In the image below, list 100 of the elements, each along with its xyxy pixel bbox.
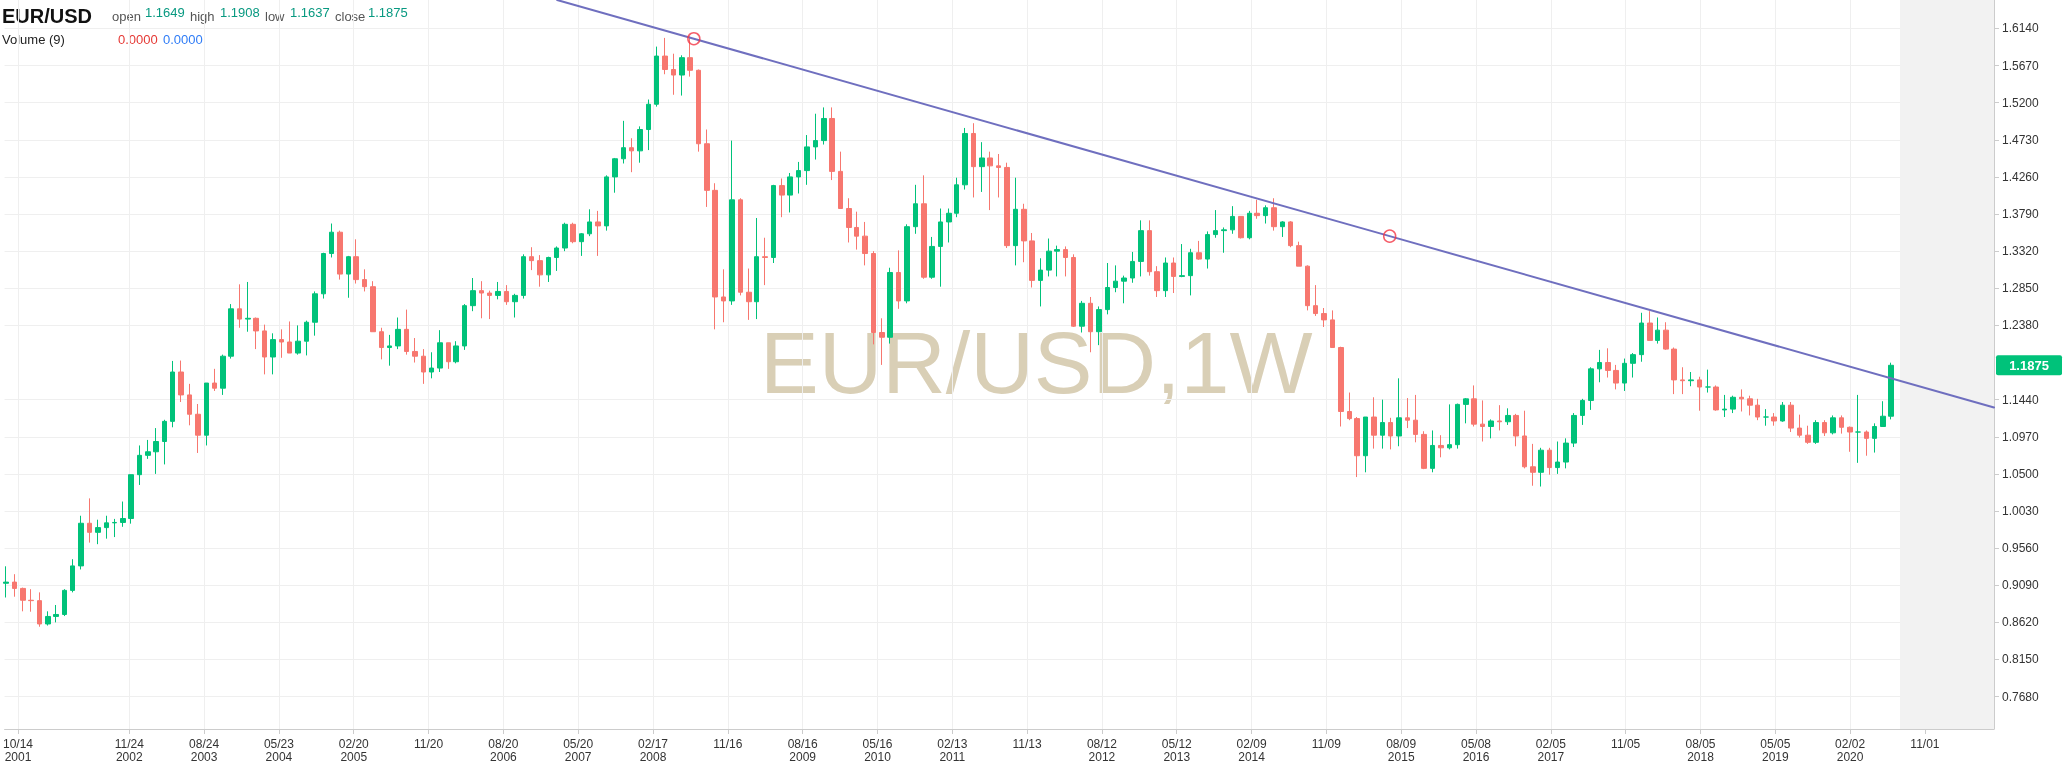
x-tick-label: 11/05	[1611, 736, 1641, 751]
candlestick	[1213, 209, 1218, 239]
candlestick	[1113, 264, 1118, 293]
candlestick	[1605, 347, 1611, 379]
candlestick	[962, 127, 968, 191]
candlestick	[304, 320, 309, 356]
candlestick	[170, 360, 175, 428]
candlestick	[1647, 310, 1653, 341]
x-tick-label: 11/13	[1012, 736, 1042, 751]
candlestick	[579, 232, 584, 257]
x-tick-label: 05/23 2004	[263, 736, 295, 763]
candlestick	[504, 284, 509, 306]
annotation: close	[335, 9, 366, 24]
candlestick	[145, 439, 151, 460]
candlestick	[1063, 245, 1068, 277]
candlestick	[1138, 219, 1144, 277]
candlestick	[521, 253, 526, 300]
candlestick	[1388, 417, 1393, 450]
x-tick-label: 08/16 2009	[787, 736, 818, 763]
candlestick	[637, 125, 643, 164]
x-tick-label: 05/05 2019	[1760, 736, 1791, 763]
candlestick	[1130, 251, 1135, 284]
candlestick	[1163, 256, 1168, 298]
candlestick	[929, 236, 935, 280]
x-tick-label: 02/05 2017	[1535, 736, 1567, 763]
candlestick	[754, 217, 759, 320]
candlestick	[1872, 422, 1877, 454]
candlestick	[746, 268, 752, 321]
candlestick	[1230, 205, 1235, 235]
candlestick	[846, 197, 852, 243]
candlestick	[570, 222, 576, 244]
candlestick	[178, 360, 184, 403]
candlestick	[1305, 264, 1310, 311]
candlestick	[421, 348, 426, 385]
candlestick	[1321, 307, 1327, 328]
candlestick	[1430, 429, 1435, 473]
candlestick	[979, 141, 985, 193]
candlestick	[896, 249, 901, 310]
x-tick-label: 08/09 2015	[1386, 736, 1417, 763]
candlestick	[295, 324, 301, 356]
candlestick	[1054, 245, 1060, 277]
candlestick	[1038, 257, 1043, 307]
candlestick	[1797, 414, 1802, 439]
candlestick	[671, 53, 676, 96]
candlestick	[1771, 412, 1777, 427]
candlestick	[262, 324, 267, 375]
candlestick	[329, 223, 334, 258]
candlestick	[971, 122, 976, 198]
candlestick	[913, 184, 918, 235]
annotation: EUR/USD,1W	[760, 312, 1313, 412]
candlestick	[53, 604, 59, 623]
candlestick	[1505, 407, 1511, 426]
candlestick	[1613, 364, 1619, 390]
candlestick	[1780, 401, 1785, 423]
candlestick	[1588, 366, 1594, 411]
y-tick-label: 1.2850	[2002, 281, 2040, 296]
candlestick	[546, 256, 551, 283]
candlestick	[996, 153, 1001, 198]
annotation: 1.1875	[2009, 357, 2049, 373]
y-tick-label: 0.7680	[2002, 689, 2040, 704]
candlestick	[1029, 232, 1035, 288]
y-tick-label: 0.9090	[2002, 578, 2040, 593]
y-tick-label: 1.0970	[2002, 429, 2040, 444]
candlestick	[1447, 403, 1452, 450]
candlestick	[1497, 404, 1502, 431]
candlestick	[629, 137, 634, 173]
candlestick	[1571, 412, 1577, 448]
x-tick-label: 10/14 2001	[3, 736, 34, 763]
candlestick	[346, 255, 351, 299]
candlestick	[1147, 219, 1152, 277]
candlestick	[679, 54, 685, 97]
y-tick-label: 0.8150	[2002, 652, 2040, 667]
annotation: 0.0000	[118, 32, 158, 47]
candlestick	[1263, 204, 1268, 225]
candlestick	[721, 268, 726, 323]
annotation: 1.1649	[145, 5, 185, 20]
candlestick	[1655, 317, 1660, 345]
annotation: 1.1875	[368, 5, 408, 20]
x-tick-label: 02/13 2011	[937, 736, 968, 763]
candlestick	[387, 334, 392, 367]
x-tick-label: 05/12 2013	[1161, 736, 1193, 763]
y-tick-label: 0.9560	[2002, 541, 2040, 556]
candlestick	[854, 211, 859, 251]
candlestick	[95, 519, 101, 545]
candlestick	[1288, 220, 1293, 248]
x-tick-label: 08/05 2018	[1685, 736, 1716, 763]
candlestick	[1271, 197, 1277, 232]
candlestick	[662, 37, 668, 75]
y-tick-label: 1.2380	[2002, 318, 2040, 333]
candlestick	[1154, 265, 1160, 298]
candlestick	[1513, 413, 1519, 447]
candlestick	[904, 223, 910, 304]
candlestick	[512, 293, 518, 319]
candlestick	[696, 69, 701, 153]
candlestick	[20, 587, 26, 612]
candlestick	[829, 106, 835, 181]
candlestick	[1755, 398, 1760, 421]
annotation: 0.0000	[163, 32, 203, 47]
candlestick	[946, 208, 952, 243]
candlestick	[120, 501, 126, 528]
